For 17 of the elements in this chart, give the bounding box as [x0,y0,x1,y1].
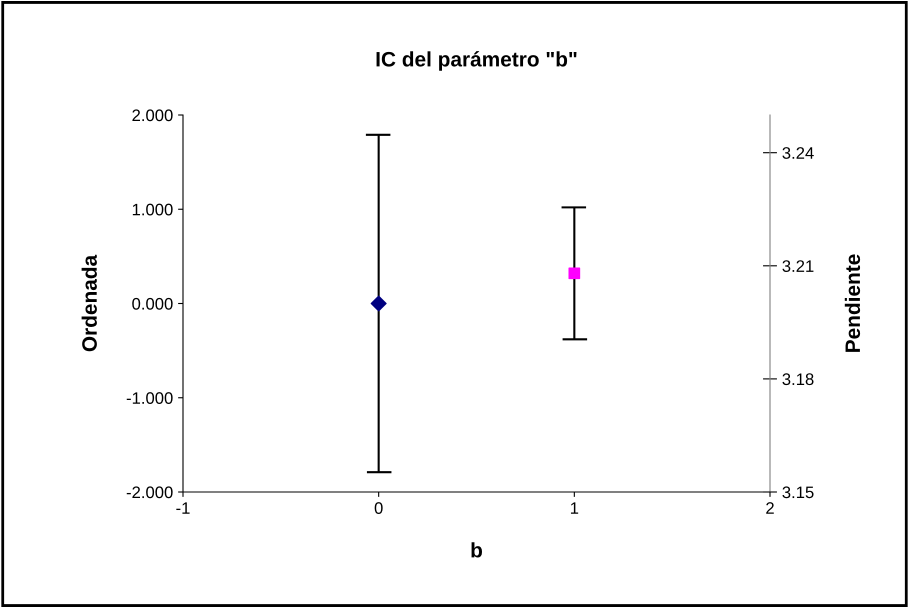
y-tick-label: -2.000 [126,486,173,498]
y2-tick-label: 3.15 [782,486,814,498]
y2-tick-label: 3.21 [782,260,814,272]
y2-tick-label: 3.18 [782,373,814,386]
y2-axis-title: Pendiente [844,254,860,352]
chart-title: IC del parámetro "b" [376,51,576,71]
y-tick-label: 0.000 [132,298,173,310]
x-tick-label: -1 [176,502,190,514]
y-tick-label: 2.000 [132,109,173,122]
x-tick-label: 2 [766,502,774,514]
y-axis-title: Ordenada [82,254,97,352]
y-tick-label: -1.000 [126,392,173,404]
y-tick-label: 1.000 [132,204,173,216]
x-tick-label: 0 [374,502,383,514]
y2-tick-label: 3.24 [782,147,814,159]
x-tick-label: 1 [570,502,578,514]
x-axis-title: b [472,542,482,558]
